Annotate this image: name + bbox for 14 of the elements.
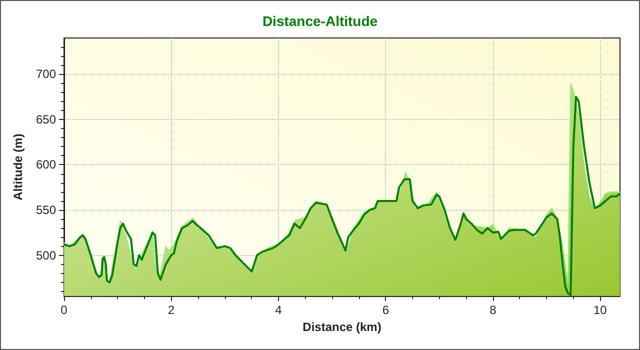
x-tick-label: 10 [593,303,608,317]
y-axis-title: Altitude (m) [11,134,25,200]
y-tick-label: 550 [36,203,56,217]
y-tick-label: 700 [36,67,56,82]
x-axis-title: Distance (km) [302,320,382,334]
x-tick-label: 6 [382,303,390,317]
x-tick-label: 8 [490,303,497,317]
y-tick-label: 500 [36,248,56,262]
y-tick-label: 600 [36,158,56,172]
x-tick-label: 4 [275,303,282,317]
x-tick-label: 2 [168,303,175,317]
x-tick-label: 0 [60,303,68,317]
y-tick-label: 650 [36,112,56,126]
chart-title: Distance-Altitude [262,13,378,29]
